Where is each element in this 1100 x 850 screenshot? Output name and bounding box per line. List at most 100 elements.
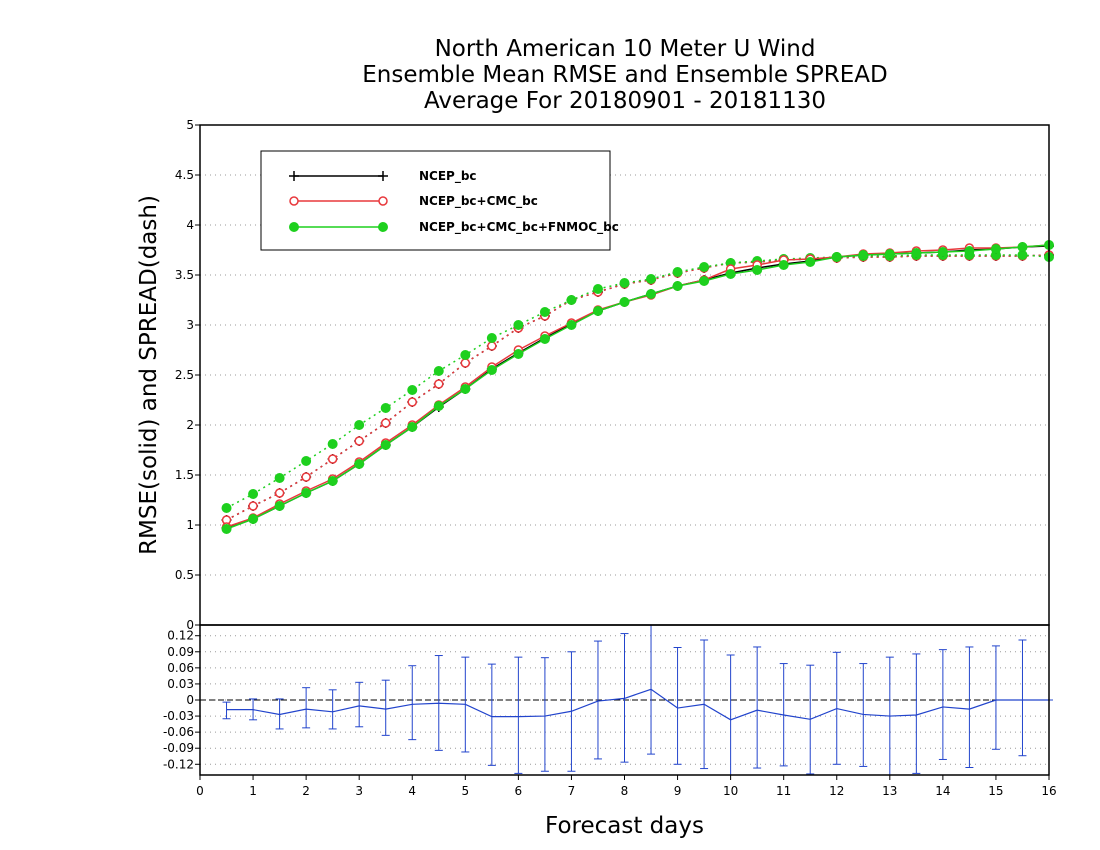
y-tick-label: 4	[186, 218, 194, 232]
x-tick-label: 4	[408, 784, 416, 798]
legend-marker	[378, 171, 388, 181]
spread-point-ncep-bc-cmc-bc-fnmoc-bc	[221, 503, 232, 513]
rmse-point-ncep-bc-cmc-bc-fnmoc-bc	[805, 257, 816, 267]
difference-y-tick-label: 0.09	[167, 645, 194, 659]
spread-point-ncep-bc-cmc-bc	[327, 454, 338, 464]
rmse-point-ncep-bc-cmc-bc-fnmoc-bc	[407, 422, 418, 432]
legend-entry-label: NCEP_bc	[419, 169, 477, 184]
difference-y-tick-label: 0.03	[167, 677, 194, 691]
spread-point-ncep-bc-cmc-bc	[248, 501, 258, 511]
x-tick-label: 13	[882, 784, 897, 798]
spread-point-ncep-bc-cmc-bc-fnmoc-bc	[592, 284, 603, 294]
spread-point-ncep-bc-cmc-bc	[301, 472, 311, 482]
chart-title: North American 10 Meter U Wind Ensemble …	[200, 36, 1050, 114]
rmse-point-ncep-bc-cmc-bc-fnmoc-bc	[354, 459, 365, 469]
x-tick-label: 11	[776, 784, 791, 798]
rmse-point-ncep-bc-cmc-bc-fnmoc-bc	[248, 514, 259, 524]
title-line-1: North American 10 Meter U Wind	[434, 36, 816, 62]
x-tick-label: 1	[249, 784, 257, 798]
rmse-line-ncep-bc-cmc-bc	[226, 244, 1050, 528]
rmse-point-ncep-bc-cmc-bc-fnmoc-bc	[566, 320, 577, 330]
legend-marker	[378, 222, 388, 232]
legend-marker	[378, 196, 388, 206]
difference-layer	[222, 624, 1053, 776]
rmse-point-ncep-bc-cmc-bc-fnmoc-bc	[646, 289, 657, 299]
difference-y-tick-label: 0.12	[167, 629, 194, 643]
y-tick-label: 0.5	[175, 568, 194, 582]
spread-point-ncep-bc-cmc-bc-fnmoc-bc	[301, 456, 312, 466]
spread-line-ncep-bc	[226, 254, 1050, 521]
y-tick-label: 1	[186, 518, 194, 532]
spread-point-ncep-bc-cmc-bc	[380, 418, 391, 428]
x-tick-label: 10	[723, 784, 738, 798]
x-tick-label: 3	[355, 784, 363, 798]
spread-point-ncep-bc-cmc-bc-fnmoc-bc	[619, 278, 630, 288]
rmse-point-ncep-bc-cmc-bc-fnmoc-bc	[699, 276, 710, 286]
y-tick-label: 0	[186, 618, 194, 632]
legend-marker	[289, 171, 299, 181]
spread-point-ncep-bc-cmc-bc-fnmoc-bc	[486, 333, 497, 343]
spread-line-ncep-bc-cmc-bc	[226, 254, 1050, 521]
rmse-point-ncep-bc-cmc-bc-fnmoc-bc	[433, 401, 444, 411]
rmse-point-ncep-bc-cmc-bc-fnmoc-bc	[486, 365, 497, 375]
x-tick-label: 12	[829, 784, 844, 798]
legend: NCEP_bc NCEP_bc+CMC_bc NCEP_bc+CMC_bc+FNMO…	[260, 150, 619, 251]
spread-point-ncep-bc-cmc-bc-fnmoc-bc	[433, 366, 444, 376]
spread-point-ncep-bc-cmc-bc	[274, 488, 285, 498]
spread-point-ncep-bc-cmc-bc	[354, 436, 364, 446]
y-tick-label: 4.5	[175, 168, 194, 182]
series-layer	[221, 240, 1054, 534]
spread-point-ncep-bc-cmc-bc-fnmoc-bc	[248, 489, 259, 499]
y-tick-label: 3	[186, 318, 194, 332]
rmse-point-ncep-bc-cmc-bc-fnmoc-bc	[592, 306, 603, 316]
spread-point-ncep-bc-cmc-bc	[434, 379, 444, 389]
rmse-point-ncep-bc-cmc-bc-fnmoc-bc	[380, 440, 391, 450]
rmse-point-ncep-bc-cmc-bc-fnmoc-bc	[539, 334, 550, 344]
spread-point-ncep-bc-cmc-bc-fnmoc-bc	[646, 274, 657, 284]
y-tick-label: 2	[186, 418, 194, 432]
x-axis-label: Forecast days	[545, 813, 704, 839]
spread-point-ncep-bc-cmc-bc-fnmoc-bc	[327, 439, 338, 449]
axes-layer: 00.511.522.533.544.550.120.090.060.030-0…	[163, 118, 1057, 798]
difference-y-tick-label: 0.06	[167, 661, 194, 675]
spread-point-ncep-bc-cmc-bc-fnmoc-bc	[354, 420, 365, 430]
spread-point-ncep-bc-cmc-bc-fnmoc-bc	[274, 473, 285, 483]
spread-point-ncep-bc-cmc-bc-fnmoc-bc	[513, 320, 524, 330]
x-tick-label: 0	[196, 784, 204, 798]
difference-y-tick-label: -0.12	[163, 757, 194, 771]
spread-point-ncep-bc-cmc-bc-fnmoc-bc	[539, 307, 550, 317]
rmse-point-ncep-bc-cmc-bc-fnmoc-bc	[990, 244, 1001, 254]
rmse-point-ncep-bc-cmc-bc-fnmoc-bc	[884, 249, 895, 259]
rmse-line-ncep-bc-cmc-bc-fnmoc-bc	[226, 244, 1050, 530]
difference-y-tick-label: 0	[186, 693, 194, 707]
rmse-point-ncep-bc-cmc-bc-fnmoc-bc	[725, 269, 736, 279]
x-tick-label: 16	[1041, 784, 1056, 798]
x-tick-label: 14	[935, 784, 950, 798]
rmse-point-ncep-bc-cmc-bc-fnmoc-bc	[672, 281, 683, 291]
rmse-point-ncep-bc-cmc-bc-fnmoc-bc	[911, 248, 922, 258]
spread-point-ncep-bc-cmc-bc-fnmoc-bc	[460, 350, 471, 360]
x-tick-label: 5	[461, 784, 469, 798]
difference-y-tick-label: -0.03	[163, 709, 194, 723]
rmse-point-ncep-bc-cmc-bc-fnmoc-bc	[513, 349, 524, 359]
rmse-point-ncep-bc-cmc-bc-fnmoc-bc	[301, 488, 312, 498]
y-axis-label: RMSE(solid) and SPREAD(dash)	[136, 195, 162, 555]
rmse-point-ncep-bc-cmc-bc-fnmoc-bc	[778, 260, 789, 270]
rmse-point-ncep-bc-cmc-bc-fnmoc-bc	[1017, 242, 1028, 252]
spread-point-ncep-bc-cmc-bc-fnmoc-bc	[699, 262, 710, 272]
legend-entry-label: NCEP_bc+CMC_bc	[419, 194, 538, 209]
spread-point-ncep-bc-cmc-bc	[407, 397, 417, 407]
x-tick-label: 6	[515, 784, 523, 798]
rmse-point-ncep-bc-cmc-bc-fnmoc-bc	[937, 247, 948, 257]
legend-marker	[289, 196, 299, 206]
spread-point-ncep-bc-cmc-bc-fnmoc-bc	[407, 385, 418, 395]
x-tick-label: 2	[302, 784, 310, 798]
difference-y-tick-label: -0.09	[163, 741, 194, 755]
rmse-line-ncep-bc	[226, 245, 1050, 529]
spread-point-ncep-bc-cmc-bc-fnmoc-bc	[566, 295, 577, 305]
y-tick-label: 1.5	[175, 468, 194, 482]
legend-marker	[289, 222, 299, 232]
x-tick-label: 9	[674, 784, 682, 798]
rmse-point-ncep-bc-cmc-bc-fnmoc-bc	[858, 250, 869, 260]
